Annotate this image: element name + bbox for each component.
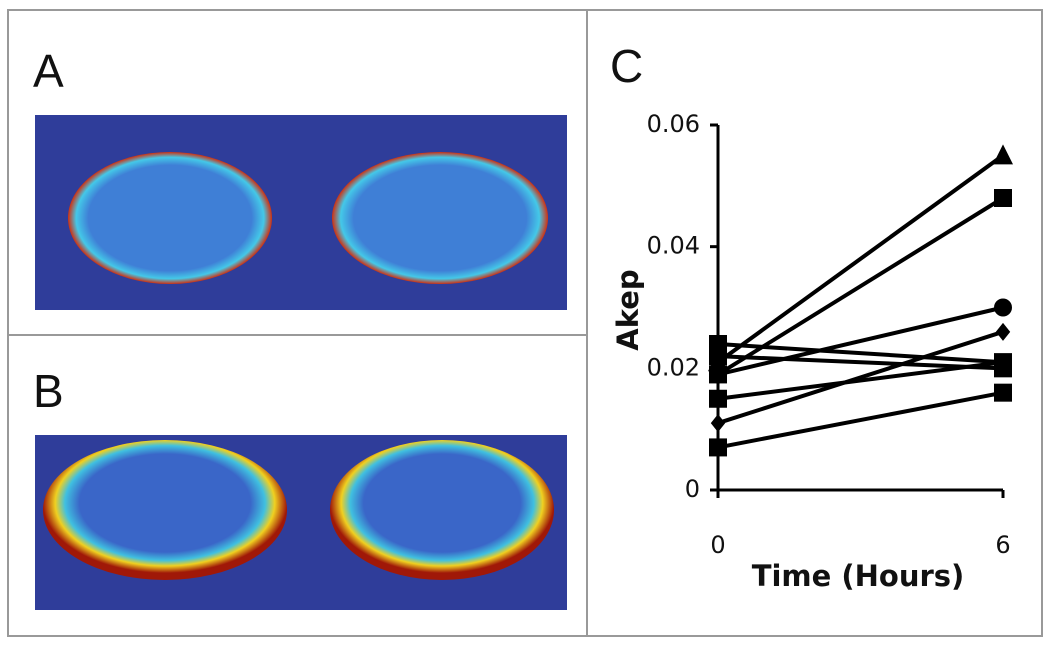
- image-b: [35, 435, 567, 610]
- y-tick-label: 0: [685, 475, 700, 503]
- y-tick-label: 0.04: [647, 232, 700, 260]
- series-line: [717, 329, 1004, 425]
- marker: [993, 144, 1013, 165]
- marker: [709, 347, 727, 366]
- series-line: [716, 153, 1005, 364]
- series-line: [717, 305, 1004, 377]
- x-tick-label: 6: [995, 531, 1010, 559]
- x-tick-label: 0: [710, 531, 725, 559]
- marker: [994, 383, 1012, 402]
- marker: [994, 353, 1012, 372]
- series-line: [716, 196, 1005, 377]
- y-axis-title: Akep: [611, 269, 645, 350]
- marker: [709, 365, 727, 384]
- marker: [710, 414, 726, 433]
- panel-label: C: [610, 40, 643, 92]
- y-tick-label: 0.02: [647, 353, 700, 381]
- marker: [995, 322, 1011, 341]
- marker: [994, 189, 1012, 207]
- x-axis-title: Time (Hours): [752, 559, 965, 593]
- panel-label: A: [33, 45, 64, 97]
- series-line: [717, 390, 1004, 450]
- marker: [709, 389, 727, 408]
- series-line: [717, 354, 1004, 371]
- series-line: [717, 360, 1004, 401]
- image-a: [35, 115, 567, 310]
- panel-label: B: [33, 365, 64, 417]
- marker: [994, 298, 1012, 317]
- marker: [709, 438, 727, 457]
- series-line: [717, 342, 1004, 365]
- y-tick-label: 0.06: [647, 110, 700, 138]
